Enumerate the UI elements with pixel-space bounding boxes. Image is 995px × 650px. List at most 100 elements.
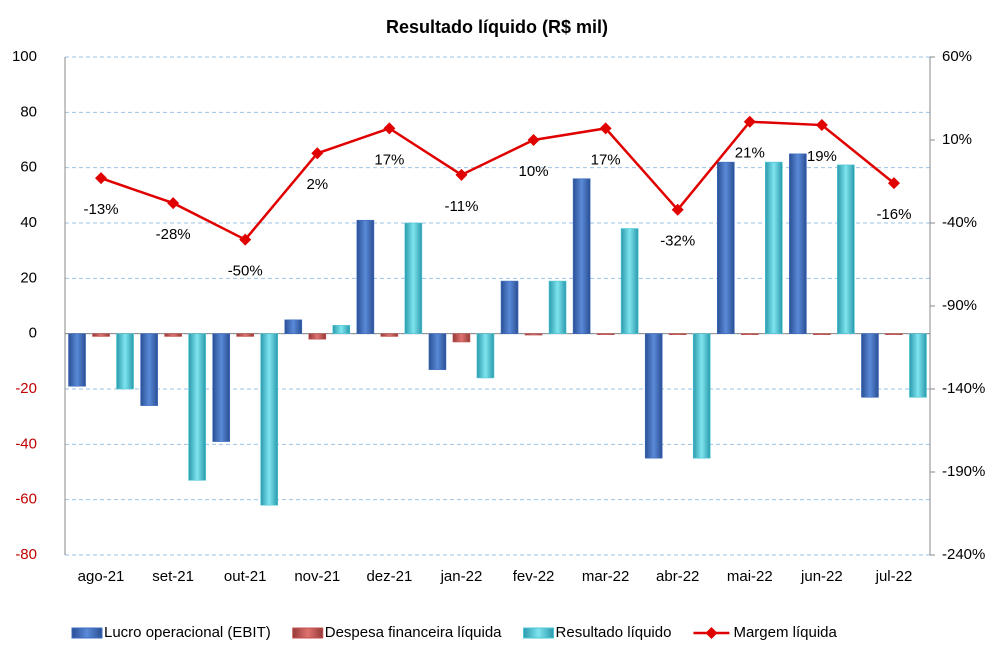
marker [743, 115, 756, 128]
x-tick-label: set-21 [152, 568, 194, 585]
data-label: 17% [374, 151, 404, 168]
x-tick-label: dez-21 [366, 568, 412, 585]
data-label: -13% [84, 201, 119, 218]
marker [95, 172, 108, 185]
y2-tick-label: 10% [942, 131, 972, 148]
y2-tick-label: -190% [942, 463, 985, 480]
marker [455, 168, 468, 181]
y-tick-label: 0 [29, 325, 37, 342]
bar [692, 333, 711, 459]
data-label: 21% [735, 145, 765, 162]
y-tick-label: -40 [15, 435, 37, 452]
x-tick-label: nov-21 [294, 568, 340, 585]
legend-label: Lucro operacional (EBIT) [104, 624, 271, 641]
bar [500, 280, 519, 334]
bar [284, 319, 303, 334]
marker [311, 147, 324, 160]
bar [116, 333, 134, 390]
x-tick-label: mar-22 [582, 568, 630, 585]
line [100, 120, 895, 242]
bar [356, 219, 375, 334]
bar [885, 333, 903, 335]
bar [740, 333, 759, 335]
bar [164, 333, 182, 337]
data-label: 2% [306, 176, 328, 193]
legend-marker [705, 627, 718, 639]
data-label: -16% [876, 206, 911, 223]
bar [861, 333, 879, 398]
data-label: -50% [228, 263, 263, 280]
bar [92, 333, 110, 337]
bar [789, 153, 807, 334]
legend-label: Margem líquida [733, 624, 837, 641]
y2-tick-label: -240% [942, 546, 985, 563]
y2-tick-label: -90% [942, 297, 977, 314]
bar [909, 333, 927, 398]
bar [596, 333, 615, 335]
x-tick-label: out-21 [224, 568, 267, 585]
marker [527, 134, 540, 146]
marker [887, 177, 900, 190]
bar [308, 333, 327, 340]
x-tick-label: mai-22 [727, 568, 773, 585]
data-label: -28% [156, 226, 191, 243]
x-tick-label: jul-22 [875, 568, 913, 585]
y-tick-label: -80 [15, 546, 37, 563]
bar [644, 333, 663, 459]
legend-label: Despesa financeira líquida [325, 624, 502, 641]
y-tick-label: -60 [15, 491, 37, 508]
bar [837, 164, 855, 334]
bar [428, 333, 447, 370]
x-tick-label: jun-22 [800, 568, 843, 585]
legend-label: Resultado líquido [556, 624, 672, 641]
bar [68, 333, 86, 387]
y-tick-label: 20 [20, 269, 37, 286]
bar [524, 333, 543, 336]
bar [260, 333, 279, 506]
legend-swatch [71, 627, 103, 639]
y-tick-label: -20 [15, 380, 37, 397]
bar [380, 333, 399, 337]
bar [332, 325, 351, 334]
x-tick-label: abr-22 [656, 568, 699, 585]
marker [383, 122, 396, 135]
bar [764, 161, 783, 334]
marker [239, 233, 252, 246]
bar [452, 333, 471, 343]
legend-swatch [523, 627, 555, 639]
y-tick-label: 60 [20, 159, 37, 176]
bar [476, 333, 495, 379]
bar [236, 333, 255, 337]
bar [620, 228, 639, 334]
y-tick-label: 40 [20, 214, 37, 231]
bar [212, 333, 231, 442]
data-label: 10% [519, 163, 549, 180]
data-label: -32% [660, 233, 695, 250]
bar [716, 161, 735, 334]
x-tick-label: fev-22 [513, 568, 555, 585]
y-tick-label: 80 [20, 103, 37, 120]
bar [813, 333, 831, 335]
bar [668, 333, 687, 335]
bar [572, 178, 591, 334]
legend-swatch [292, 627, 324, 639]
marker [599, 122, 612, 135]
y2-tick-label: 60% [942, 48, 972, 65]
data-label: -11% [445, 198, 479, 215]
y2-tick-label: -40% [942, 214, 977, 231]
bar [140, 333, 158, 406]
bar [404, 222, 423, 334]
data-label: 19% [807, 148, 837, 165]
marker [815, 119, 828, 132]
marker [671, 203, 684, 216]
chart-title: Resultado líquido (R$ mil) [386, 17, 608, 37]
data-label: 17% [591, 151, 621, 168]
y2-tick-label: -140% [942, 380, 985, 397]
marker [167, 197, 180, 210]
bar [188, 333, 206, 481]
x-tick-label: jan-22 [440, 568, 483, 585]
y-tick-label: 100 [12, 48, 37, 65]
bar [548, 280, 567, 334]
x-tick-label: ago-21 [78, 568, 125, 585]
